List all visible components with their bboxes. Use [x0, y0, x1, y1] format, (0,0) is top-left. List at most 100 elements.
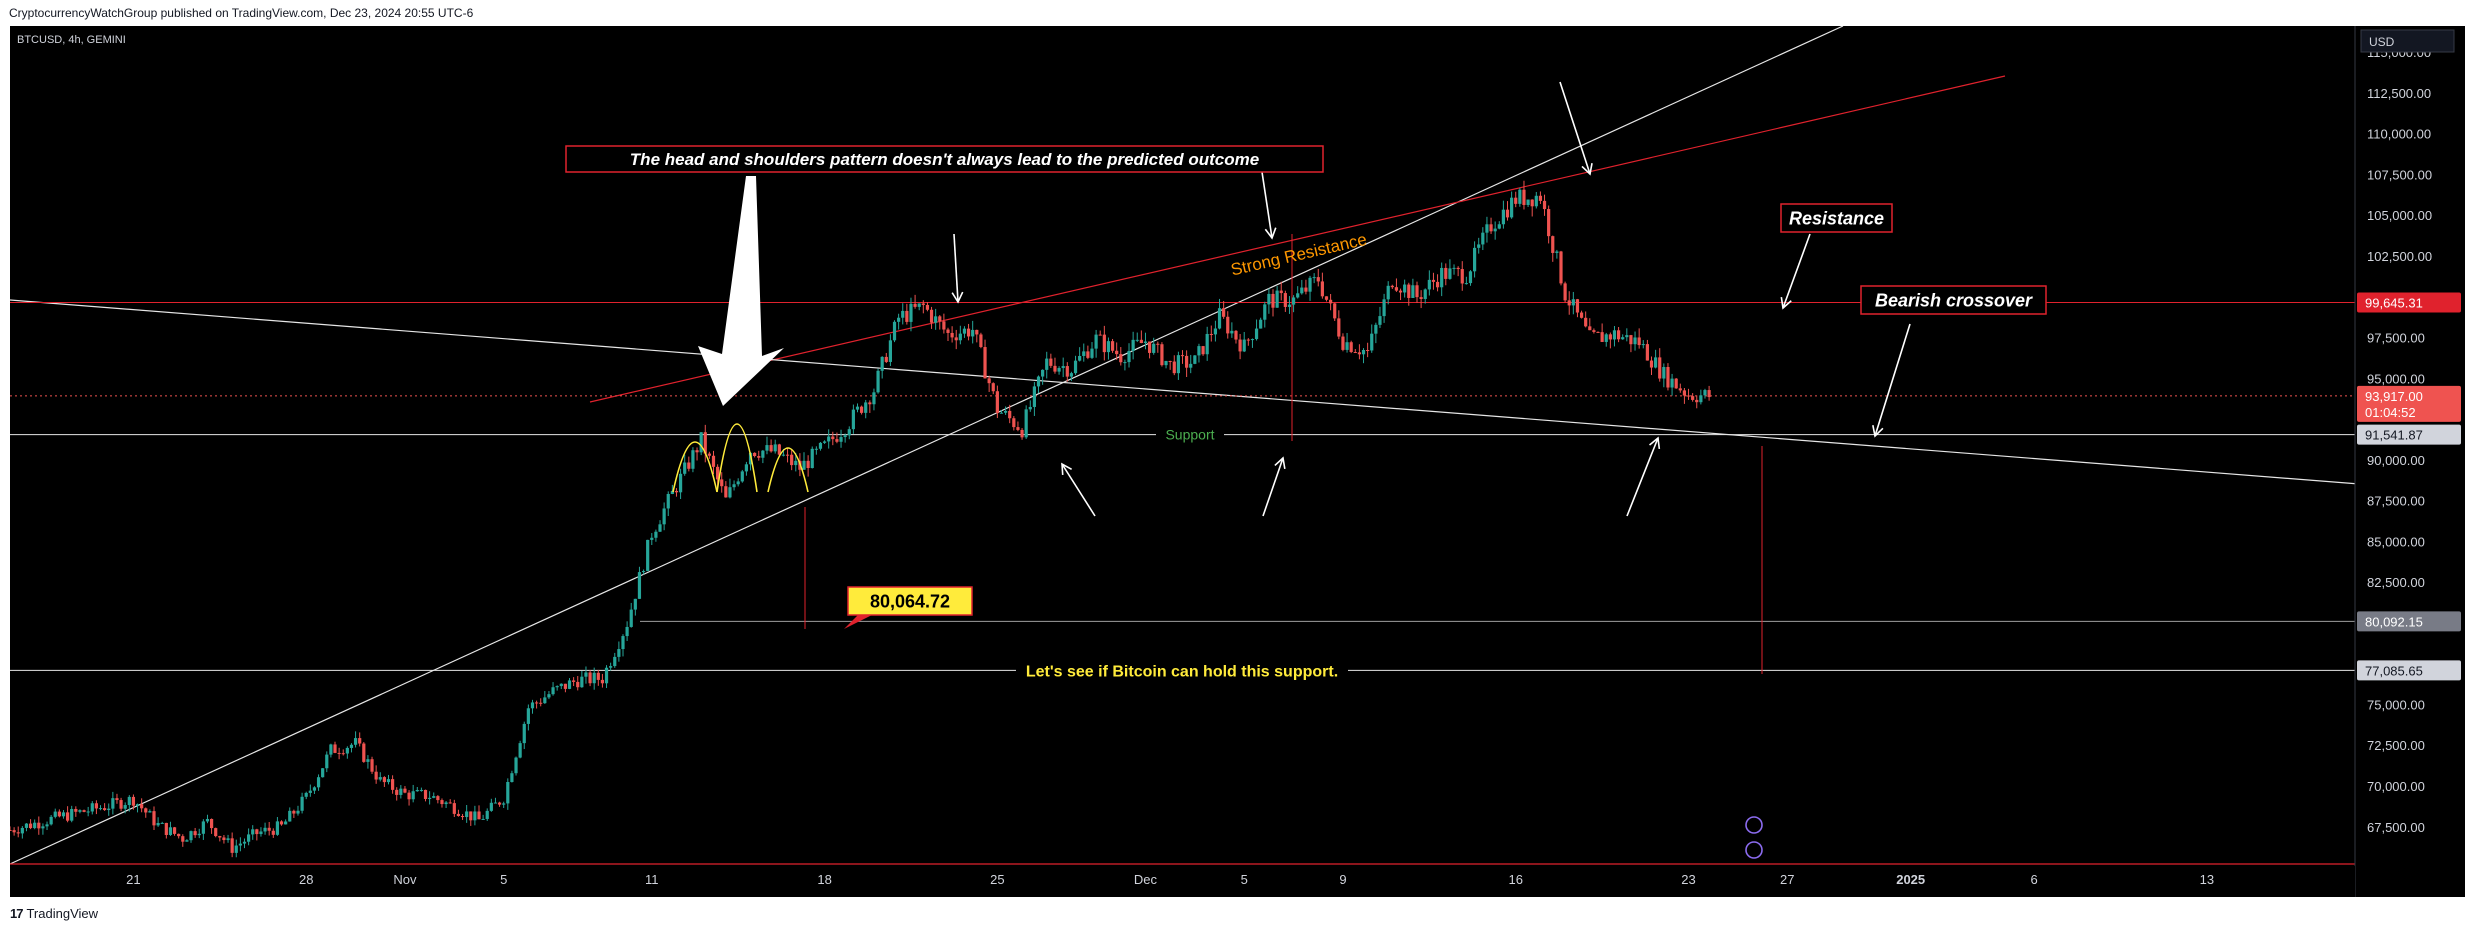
candle-body — [1057, 368, 1061, 372]
candle-body — [49, 816, 53, 825]
candle-body — [637, 572, 642, 599]
right-shoulder-arc — [767, 447, 809, 493]
candle-body — [543, 697, 547, 704]
candle-body — [1160, 344, 1164, 366]
candle-body — [370, 759, 374, 772]
price-tick-label: 107,500.00 — [2367, 167, 2432, 182]
candle-body — [1398, 290, 1403, 293]
candle-body — [847, 429, 851, 436]
candle-body — [884, 356, 888, 362]
candle-body — [53, 811, 57, 817]
candle-body — [1378, 316, 1382, 325]
arrow-down-2-shaft — [1261, 171, 1273, 239]
candle-body — [115, 798, 119, 801]
support-label: Support — [1165, 427, 1214, 443]
candle-body — [1493, 228, 1497, 232]
candle-body — [1123, 362, 1127, 364]
candle-body — [678, 473, 683, 493]
candle-body — [1456, 267, 1460, 270]
candle-body — [650, 537, 654, 540]
price-tag-note: 80,064.72 — [847, 586, 973, 616]
level-80092-tag-text: 80,092.15 — [2365, 614, 2423, 629]
price-tick-label: 67,500.00 — [2367, 820, 2425, 835]
candle-body — [1300, 287, 1304, 294]
time-tick-label: 11 — [645, 872, 659, 887]
candle-body — [1415, 285, 1419, 298]
candle-body — [1645, 344, 1649, 361]
candle-body — [1110, 341, 1115, 351]
candle-body — [473, 811, 477, 821]
candle-body — [1686, 395, 1691, 397]
flash-event-icon[interactable] — [1745, 841, 1763, 859]
candle-body — [785, 454, 790, 456]
chart-panel[interactable]: The head and shoulders pattern doesn't a… — [8, 25, 2465, 897]
candle-body — [279, 821, 284, 825]
candle-body — [1534, 195, 1538, 207]
candle-body — [1682, 390, 1687, 396]
price-tick-label: 75,000.00 — [2367, 697, 2425, 712]
candle-body — [1662, 367, 1666, 379]
time-tick-label: 23 — [1681, 872, 1695, 887]
candle-body — [1250, 339, 1255, 341]
candle-body — [1612, 330, 1617, 340]
candle-body — [1571, 299, 1575, 306]
candle-body — [551, 687, 555, 695]
candle-body — [716, 466, 720, 480]
candle-body — [230, 838, 234, 853]
candle-body — [1361, 349, 1366, 355]
candle-body — [1522, 189, 1526, 205]
candle-body — [209, 818, 214, 829]
price-chart[interactable]: The head and shoulders pattern doesn't a… — [8, 25, 2465, 897]
price-tick-label: 112,500.00 — [2367, 86, 2431, 101]
candle-body — [382, 777, 386, 783]
candle-body — [1699, 395, 1703, 403]
candle-body — [123, 805, 127, 809]
candle-body — [98, 808, 103, 810]
trendlines-layer — [9, 25, 2373, 865]
candle-body — [1637, 337, 1641, 346]
candle-body — [1514, 197, 1518, 204]
time-axis[interactable]: 21 28 Nov 5 11 18 25 Dec 5 9 16 23 27 2025 6 13 — [10, 866, 2355, 897]
candle-body — [24, 823, 29, 828]
candle-body — [193, 831, 197, 836]
candle-body — [880, 356, 884, 371]
candle-body — [555, 686, 559, 688]
candle-body — [1695, 399, 1699, 403]
currency-badge-box[interactable] — [2360, 29, 2455, 53]
candle-body — [695, 450, 699, 453]
candle-body — [1028, 406, 1032, 410]
candle-body — [485, 810, 489, 819]
candle-body — [1131, 339, 1135, 351]
candle-body — [168, 827, 173, 835]
candle-body — [794, 460, 798, 466]
candle-body — [135, 804, 140, 806]
candle-body — [263, 827, 267, 832]
candle-body — [1246, 339, 1250, 341]
hold-support-note: Let's see if Bitcoin can hold this suppo… — [1026, 663, 1338, 680]
candle-body — [1674, 378, 1678, 389]
candle-body — [1172, 361, 1176, 374]
candle-body — [1106, 341, 1111, 353]
candle-body — [481, 818, 485, 820]
currency-badge[interactable]: USD — [2360, 29, 2455, 53]
candle-body — [1707, 390, 1711, 398]
candle-body — [703, 432, 707, 454]
time-tick-label: 27 — [1780, 872, 1794, 887]
candle-body — [1053, 365, 1057, 372]
candle-body — [666, 493, 670, 509]
plus-event-icon[interactable] — [1745, 816, 1763, 834]
candle-body — [308, 790, 312, 793]
candle-body — [1518, 189, 1522, 204]
candle-body — [1394, 287, 1399, 291]
candle-body — [37, 822, 41, 829]
candle-body — [1045, 358, 1049, 370]
price-tick-label: 87,500.00 — [2367, 494, 2425, 509]
candle-body — [395, 789, 399, 795]
candle-body — [1431, 279, 1436, 282]
price-axis[interactable]: 67,500.00 70,000.00 72,500.00 75,000.00 82,5… — [2354, 26, 2465, 897]
candle-body — [691, 450, 695, 469]
arrow-up-2-head — [1274, 456, 1286, 469]
candle-body — [1291, 297, 1296, 305]
candle-body — [312, 787, 317, 791]
candle-body — [1472, 247, 1477, 272]
